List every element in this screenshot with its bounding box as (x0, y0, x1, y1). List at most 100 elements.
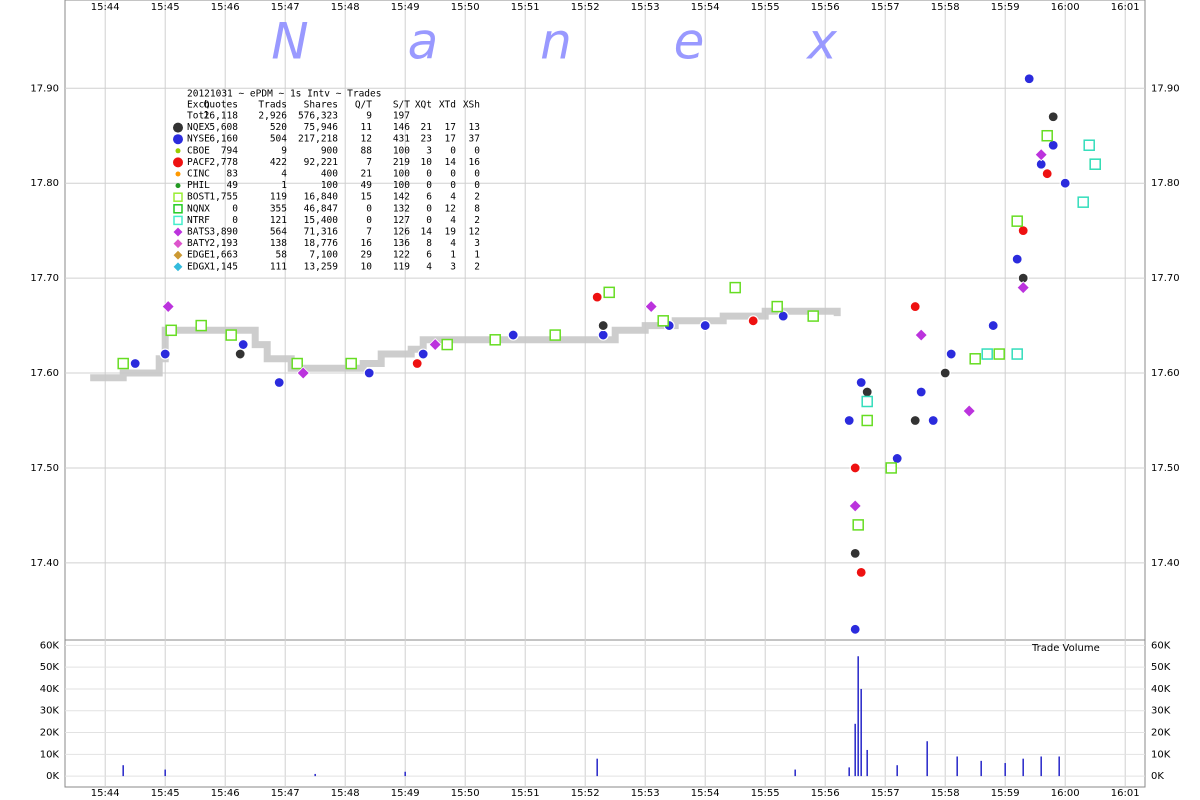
legend-cell: 119 (270, 192, 287, 203)
volume-bar (1040, 756, 1042, 777)
legend-cell: 2 (474, 192, 480, 203)
y-tick-label: 20K (40, 728, 60, 739)
y-tick-label: 17.40 (1151, 558, 1180, 569)
legend-cell: 0 (474, 180, 480, 191)
y-tick-label: 17.50 (1151, 463, 1180, 474)
legend-cell: 1 (281, 180, 287, 191)
trade-marker (195, 319, 207, 332)
y-tick-label: 30K (1151, 706, 1171, 717)
trade-marker (1059, 177, 1071, 189)
legend-cell: 58 (276, 250, 288, 261)
legend-cell: 6 (426, 192, 432, 203)
legend-header: XTd (439, 100, 456, 111)
trade-marker (849, 547, 861, 559)
legend-cell: 21 (421, 122, 433, 133)
trade-marker (1089, 158, 1101, 170)
legend-cell: 576,323 (298, 111, 338, 122)
legend-cell: 0 (426, 203, 432, 214)
y-tick-label: 40K (1151, 684, 1171, 695)
legend-cell: 0 (474, 169, 480, 180)
volume-bar (1004, 763, 1006, 777)
trade-marker (849, 462, 861, 474)
x-tick-label: 15:55 (751, 788, 780, 799)
legend-cell: 71,316 (304, 227, 339, 238)
watermark-letter: n (540, 13, 572, 71)
y-tick-label: 60K (40, 640, 60, 651)
legend-cell: 400 (321, 169, 338, 180)
x-tick-label: 15:48 (331, 2, 360, 13)
legend-cell: BOST (187, 192, 210, 203)
legend-cell: 83 (227, 169, 238, 180)
legend-cell: 0 (426, 180, 432, 191)
legend-cell: 0 (474, 145, 480, 156)
volume-bar (794, 769, 796, 777)
trade-marker (1034, 148, 1048, 162)
legend-cell: 2 (474, 261, 480, 272)
y-tick-label: 40K (40, 684, 60, 695)
legend-cell: 355 (270, 203, 287, 214)
trade-marker (644, 300, 658, 314)
trade-marker (237, 338, 249, 351)
legend-marker (173, 215, 183, 226)
trade-marker (891, 452, 903, 465)
legend-cell: 100 (393, 145, 410, 156)
legend-cell: CBOE (187, 145, 210, 156)
trade-marker (1083, 139, 1095, 151)
trade-marker (1047, 111, 1059, 123)
legend-cell: 15,400 (304, 215, 339, 226)
watermark-letter: x (805, 13, 837, 71)
legend-cell: 75,946 (304, 122, 339, 133)
trade-marker (1047, 139, 1059, 151)
x-tick-label: 15:49 (391, 788, 420, 799)
legend-cell: 6,160 (209, 134, 238, 145)
volume-bar (314, 773, 316, 777)
legend-header: Exch (187, 100, 210, 111)
legend-cell: 2,778 (209, 157, 238, 168)
legend-cell: PACF (187, 157, 210, 168)
legend-cell: 3 (450, 261, 456, 272)
legend-cell: 17 (445, 134, 456, 145)
trade-marker (225, 329, 237, 341)
x-tick-label: 15:53 (631, 788, 660, 799)
legend-cell: 15 (361, 192, 372, 203)
legend-cell: 138 (270, 238, 287, 249)
trade-marker (296, 366, 310, 380)
legend-cell: 794 (221, 145, 238, 156)
legend-cell: 4 (426, 261, 432, 272)
legend-cell: 12 (469, 227, 480, 238)
legend-cell: 0 (450, 180, 456, 191)
legend-cell: EDGE (187, 250, 210, 261)
trade-marker (861, 414, 873, 427)
volume-bar (848, 767, 850, 777)
legend-cell: 1,145 (209, 261, 238, 272)
legend-cell: 2 (474, 215, 480, 226)
legend-cell: 0 (366, 215, 372, 226)
volume-bar (896, 765, 898, 777)
legend-cell: CINC (187, 169, 210, 180)
legend-cell: 4 (450, 192, 456, 203)
trade-marker (861, 395, 873, 408)
legend-cell: 3 (474, 238, 480, 249)
y-tick-label: 17.90 (30, 83, 59, 94)
trade-marker (885, 462, 897, 474)
watermark-letter: a (408, 13, 439, 71)
legend-marker (173, 157, 183, 168)
trade-marker (1011, 215, 1023, 227)
y-tick-label: 17.80 (30, 178, 59, 189)
trade-marker (855, 376, 867, 389)
legend-cell: 7 (366, 157, 372, 168)
y-tick-label: 17.60 (1151, 368, 1180, 379)
x-tick-label: 15:46 (211, 788, 240, 799)
legend-title: 20121031 ~ ePDM ~ 1s Intv ~ Trades (187, 89, 381, 100)
trade-marker (981, 348, 993, 360)
legend-cell: 49 (361, 180, 373, 191)
legend-cell: 4 (281, 169, 287, 180)
legend-cell: 10 (361, 261, 373, 272)
legend-cell: 2,193 (209, 238, 238, 249)
volume-bar (857, 656, 859, 777)
legend-cell: 16 (361, 238, 373, 249)
legend-marker (173, 134, 183, 145)
volume-bar (860, 688, 862, 777)
legend-cell: 100 (321, 180, 338, 191)
nbbo-band (90, 307, 841, 382)
